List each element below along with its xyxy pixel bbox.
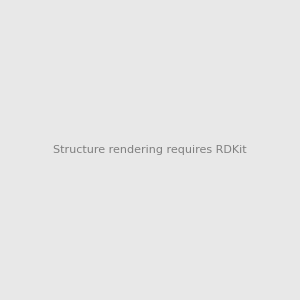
Text: Structure rendering requires RDKit: Structure rendering requires RDKit [53,145,247,155]
